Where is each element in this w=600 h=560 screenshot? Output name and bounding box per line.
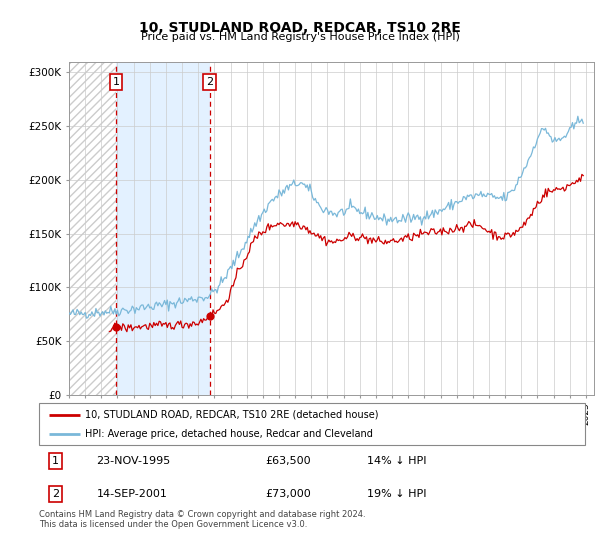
Bar — [209, 62, 594, 395]
Text: £73,000: £73,000 — [266, 489, 311, 499]
Text: HPI: Average price, detached house, Redcar and Cleveland: HPI: Average price, detached house, Redc… — [85, 429, 373, 439]
Text: 1: 1 — [112, 77, 119, 87]
Text: £63,500: £63,500 — [266, 456, 311, 466]
Bar — [116, 62, 209, 395]
Point — [111, 322, 121, 331]
Text: Contains HM Land Registry data © Crown copyright and database right 2024.: Contains HM Land Registry data © Crown c… — [39, 510, 365, 519]
Text: 10, STUDLAND ROAD, REDCAR, TS10 2RE: 10, STUDLAND ROAD, REDCAR, TS10 2RE — [139, 21, 461, 35]
Text: 10, STUDLAND ROAD, REDCAR, TS10 2RE (detached house): 10, STUDLAND ROAD, REDCAR, TS10 2RE (det… — [85, 409, 379, 419]
FancyBboxPatch shape — [39, 403, 585, 445]
Bar — [69, 62, 116, 395]
Text: 23-NOV-1995: 23-NOV-1995 — [97, 456, 170, 466]
Text: 14-SEP-2001: 14-SEP-2001 — [97, 489, 167, 499]
Text: 2: 2 — [52, 489, 59, 499]
Text: This data is licensed under the Open Government Licence v3.0.: This data is licensed under the Open Gov… — [39, 520, 307, 529]
Text: 1: 1 — [52, 456, 59, 466]
Text: 14% ↓ HPI: 14% ↓ HPI — [367, 456, 426, 466]
Text: 2: 2 — [206, 77, 213, 87]
Point — [205, 312, 214, 321]
Text: Price paid vs. HM Land Registry's House Price Index (HPI): Price paid vs. HM Land Registry's House … — [140, 32, 460, 43]
Text: 19% ↓ HPI: 19% ↓ HPI — [367, 489, 426, 499]
